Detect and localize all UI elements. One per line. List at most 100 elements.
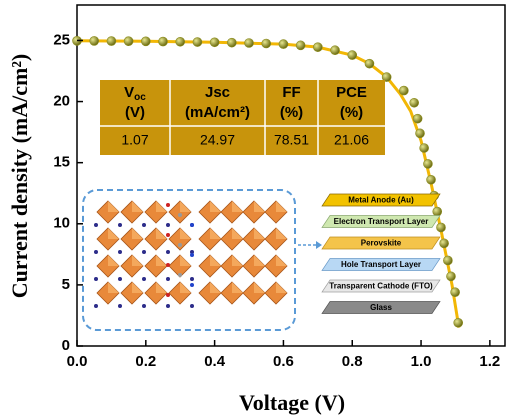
jv-point <box>89 36 100 46</box>
octahedron-face <box>254 282 265 293</box>
molecule-atom <box>178 243 182 247</box>
cation <box>166 250 170 254</box>
jv-point <box>399 85 409 96</box>
jv-point <box>227 37 237 48</box>
octahedron-face <box>180 255 191 266</box>
jv-point <box>412 113 423 124</box>
molecule-atom <box>166 293 170 297</box>
jv-point <box>432 206 443 217</box>
octahedron-face <box>156 255 167 266</box>
octahedron-face <box>210 228 221 239</box>
octahedron-face <box>210 201 221 212</box>
octahedron-face <box>108 282 119 293</box>
cation <box>166 304 170 308</box>
molecule-atom <box>166 263 170 267</box>
cation <box>142 223 146 227</box>
jv-point <box>123 36 134 46</box>
jv-point <box>175 36 186 47</box>
crystal-frame <box>82 189 296 331</box>
cation <box>190 250 194 254</box>
jv-point <box>295 40 306 51</box>
table-cell: 1.07 <box>121 132 148 148</box>
y-axis-title: Current density (mA/cm²) <box>7 54 32 298</box>
jv-point <box>209 37 220 48</box>
jv-point <box>192 37 203 47</box>
octahedron-face <box>276 282 287 293</box>
layer-label: Electron Transport Layer <box>334 217 429 226</box>
jv-point <box>106 36 117 46</box>
jv-point <box>450 287 460 298</box>
y-tick-label: 0 <box>62 337 70 354</box>
jv-point <box>244 38 254 48</box>
molecule-atom <box>166 203 170 207</box>
octahedron-face <box>180 228 191 239</box>
molecule-atom <box>190 253 194 257</box>
octahedron-face <box>210 282 221 293</box>
table-header: FF <box>282 84 300 101</box>
x-axis-title: Voltage (V) <box>239 390 345 415</box>
x-tick-label: 0.6 <box>273 353 294 370</box>
layer <box>321 215 441 228</box>
layer-label: Glass <box>370 303 392 312</box>
octahedron-face <box>232 228 243 239</box>
octahedron-face <box>180 282 191 293</box>
cation <box>118 304 122 308</box>
cation <box>166 223 170 227</box>
table-header: Jsc <box>205 84 230 101</box>
x-tick-label: 1.0 <box>411 353 432 370</box>
layer-label: Perovskite <box>361 239 402 248</box>
layer <box>321 193 441 207</box>
jv-point <box>439 238 449 249</box>
octahedron-face <box>232 282 243 293</box>
jv-point <box>415 128 425 139</box>
cation <box>142 250 146 254</box>
octahedron-face <box>132 255 143 266</box>
jv-point <box>423 159 433 169</box>
jv-point <box>261 38 272 49</box>
jv-point <box>453 317 464 328</box>
octahedron-face <box>232 255 243 266</box>
cation <box>142 304 146 308</box>
octahedron-face <box>108 228 119 239</box>
cation <box>166 277 170 281</box>
layer-label: Transparent Cathode (FTO) <box>329 282 433 291</box>
jv-point <box>313 42 323 52</box>
cation <box>94 250 98 254</box>
table-cell: 21.06 <box>334 132 369 148</box>
y-tick-label: 25 <box>53 31 70 48</box>
cation <box>190 277 194 281</box>
cation <box>94 277 98 281</box>
octahedron-face <box>276 255 287 266</box>
octahedron-face <box>232 201 243 212</box>
y-tick-label: 10 <box>53 215 70 232</box>
y-tick-label: 5 <box>62 276 70 293</box>
layer-label: Metal Anode (Au) <box>348 196 414 205</box>
octahedron-face <box>156 228 167 239</box>
molecule-atom <box>190 223 194 227</box>
header-sub: oc <box>134 92 146 103</box>
layer-label: Hole Transport Layer <box>341 260 421 269</box>
header-main: V <box>124 84 134 101</box>
table-header-unit: (%) <box>280 104 303 121</box>
octahedron-face <box>180 201 191 212</box>
jv-point <box>409 97 419 108</box>
table-header-unit: (V) <box>125 104 145 121</box>
cation <box>118 250 122 254</box>
x-tick-label: 0.4 <box>204 353 226 370</box>
octahedron-face <box>210 255 221 266</box>
layer <box>321 279 441 293</box>
x-tick-label: 0.2 <box>135 353 156 370</box>
layer <box>321 236 441 250</box>
x-tick-label: 0.8 <box>342 353 363 370</box>
table-header: PCE <box>336 84 367 101</box>
octahedron-face <box>156 201 167 212</box>
header-main: Jsc <box>205 84 230 101</box>
jv-point <box>426 174 436 185</box>
jv-point <box>446 271 456 282</box>
jv-point <box>158 36 168 47</box>
jv-point <box>381 72 392 82</box>
table-header-unit: (mA/cm²) <box>185 104 250 121</box>
octahedron-face <box>132 201 143 212</box>
octahedron-face <box>276 228 287 239</box>
jv-point <box>419 143 429 153</box>
